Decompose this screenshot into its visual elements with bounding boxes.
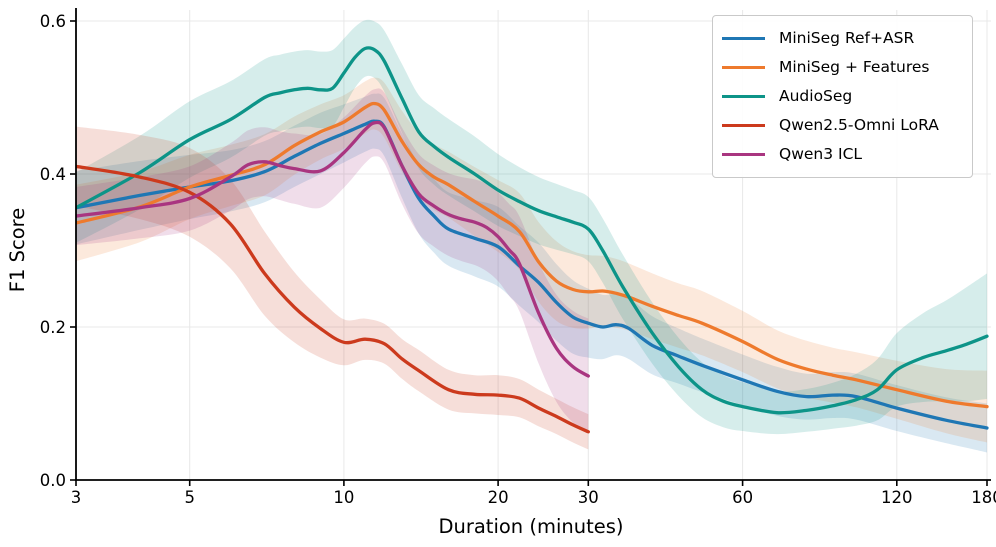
x-tick-label: 120: [881, 488, 913, 507]
legend-swatch-line: [722, 94, 765, 99]
series-line-miniseg-ref-asr: [76, 119, 989, 430]
y-tick-label: 0.0: [40, 471, 66, 490]
x-tick-label: 10: [333, 488, 354, 507]
series-line-miniseg-features: [76, 101, 989, 409]
x-tick-label: 20: [488, 488, 509, 507]
legend-item-label: AudioSeg: [779, 86, 853, 105]
confidence-band-qwen2-5-omni-lora: [76, 126, 589, 450]
series-line-audioseg: [76, 46, 989, 415]
x-tick-label: 180: [971, 488, 996, 507]
legend-item-label: Qwen2.5-Omni LoRA: [779, 115, 939, 134]
y-tick-label: 0.6: [40, 12, 66, 31]
x-tick-label: 60: [732, 488, 753, 507]
y-tick-label: 0.4: [40, 165, 66, 184]
x-tick-label: 5: [184, 488, 195, 507]
legend-item: Qwen2.5-Omni LoRA: [722, 111, 962, 140]
legend-item-label: MiniSeg + Features: [779, 57, 930, 76]
legend-item-label: Qwen3 ICL: [779, 144, 863, 163]
legend-item: MiniSeg + Features: [722, 53, 962, 82]
legend-swatch-line: [722, 123, 765, 128]
legend-swatch-line: [722, 65, 765, 70]
confidence-band-qwen3-icl: [76, 88, 589, 434]
legend-item: AudioSeg: [722, 82, 962, 111]
legend: MiniSeg Ref+ASR MiniSeg + Features AudioSe…: [712, 15, 973, 178]
confidence-band-audioseg: [76, 19, 987, 435]
x-tick-label: 3: [71, 488, 82, 507]
x-axis-label: Duration (minutes): [438, 515, 623, 538]
legend-swatch-line: [722, 152, 765, 157]
plot-area: [76, 19, 989, 453]
confidence-band-miniseg-ref-asr: [76, 93, 987, 453]
y-tick-label: 0.2: [40, 318, 66, 337]
legend-item: Qwen3 ICL: [722, 140, 962, 169]
x-tick-label: 30: [578, 488, 599, 507]
series-line-qwen3-icl: [76, 120, 590, 378]
legend-item: MiniSeg Ref+ASR: [722, 24, 962, 53]
chart-generated-content: 3 5 10 20 30 60 120 180 0.0 0.2 0.4 0.6: [40, 8, 996, 507]
legend-item-label: MiniSeg Ref+ASR: [779, 28, 915, 47]
y-axis-label: F1 Score: [6, 208, 29, 292]
legend-swatch-line: [722, 36, 765, 41]
series-line-qwen2-5-omni-lora: [76, 164, 590, 434]
